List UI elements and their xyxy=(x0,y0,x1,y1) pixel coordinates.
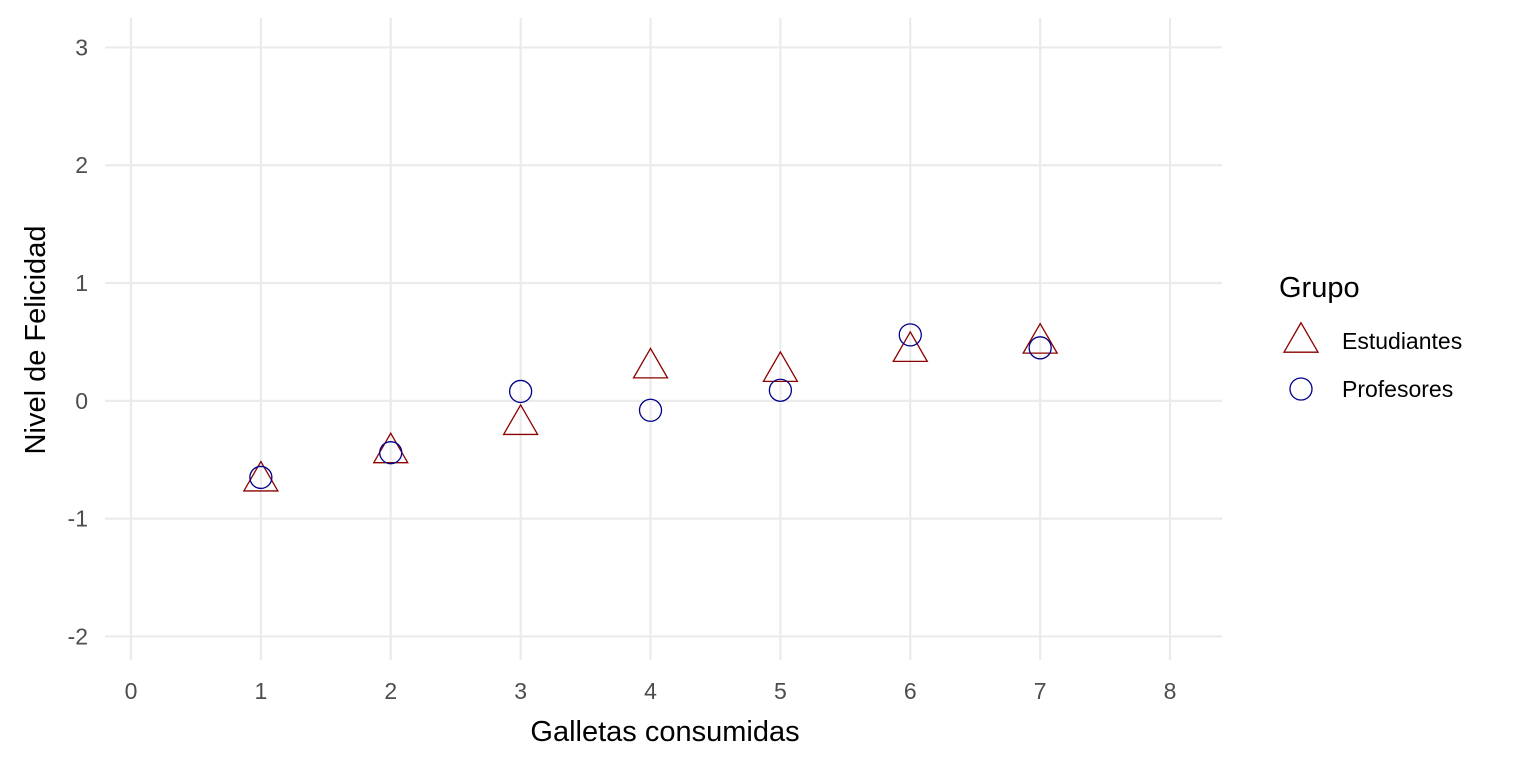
legend-key-estudiantes xyxy=(1282,321,1320,353)
point-profesores xyxy=(379,441,403,465)
y-tick-label: 1 xyxy=(75,270,88,296)
point-estudiantes xyxy=(242,460,279,492)
legend-title: Grupo xyxy=(1279,272,1360,304)
y-tick-label: -1 xyxy=(68,506,88,532)
legend-key-profesores xyxy=(1289,377,1313,401)
x-tick-label: 7 xyxy=(1034,678,1047,704)
grid-lines xyxy=(105,18,1222,660)
point-profesores xyxy=(768,378,793,402)
legend-label: Estudiantes xyxy=(1342,328,1462,354)
x-tick-label: 8 xyxy=(1164,678,1177,704)
point-profesores xyxy=(508,379,533,404)
y-tick-label: 2 xyxy=(75,152,88,178)
x-tick-label: 6 xyxy=(904,678,917,704)
data-points xyxy=(242,322,1059,492)
point-estudiantes xyxy=(632,347,669,379)
point-estudiantes xyxy=(372,431,409,464)
y-tick-label: -2 xyxy=(68,623,88,649)
legend-label: Profesores xyxy=(1342,376,1453,402)
y-tick-label: 3 xyxy=(75,34,88,60)
x-tick-label: 0 xyxy=(125,678,138,704)
y-axis-ticks: -2 -1 0 1 2 3 xyxy=(68,34,88,649)
x-tick-label: 2 xyxy=(384,678,397,704)
y-axis-title: Nivel de Felicidad xyxy=(20,226,52,455)
point-profesores xyxy=(1028,336,1052,360)
x-tick-label: 1 xyxy=(254,678,267,704)
point-estudiantes xyxy=(892,330,929,363)
x-axis-title: Galletas consumidas xyxy=(530,716,799,748)
x-tick-label: 3 xyxy=(514,678,527,704)
x-axis-ticks: 0 1 2 3 4 5 6 7 8 xyxy=(125,678,1177,704)
legend-items: Estudiantes Profesores xyxy=(1282,321,1462,402)
x-tick-label: 5 xyxy=(774,678,787,704)
x-tick-label: 4 xyxy=(644,678,657,704)
point-estudiantes xyxy=(762,350,799,383)
point-estudiantes xyxy=(502,403,539,436)
legend: Grupo Estudiantes Profesores xyxy=(1279,272,1462,402)
point-profesores xyxy=(249,465,273,490)
y-tick-label: 0 xyxy=(75,388,88,414)
point-estudiantes xyxy=(1022,322,1059,354)
point-profesores xyxy=(898,323,922,347)
point-profesores xyxy=(638,398,663,422)
